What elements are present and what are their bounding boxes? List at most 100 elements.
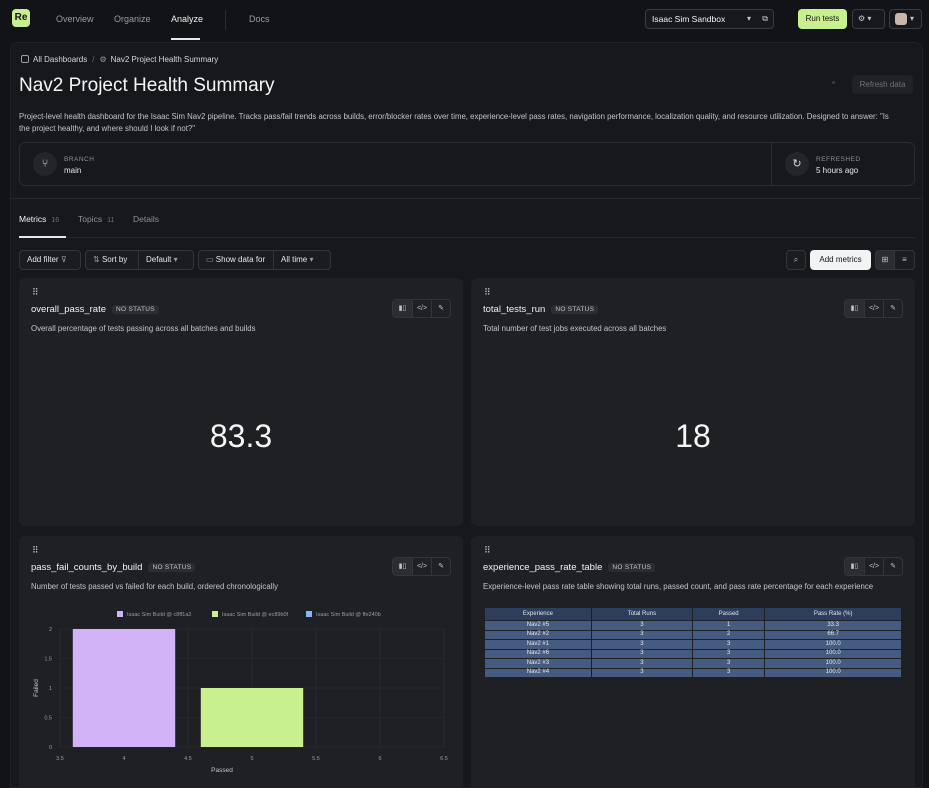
table-header: Pass Rate (%) bbox=[764, 607, 902, 621]
table-header: Total Runs bbox=[590, 607, 693, 621]
y-tick-label: 1 bbox=[49, 686, 52, 692]
tab-topics[interactable]: Topics 11 bbox=[78, 214, 114, 224]
legend-swatch bbox=[117, 611, 123, 617]
chart-view-icon[interactable]: ▮▯ bbox=[393, 300, 412, 317]
table-cell: 3 bbox=[691, 639, 766, 650]
chevron-down-icon: ▾ bbox=[309, 255, 314, 264]
x-tick-label: 3.5 bbox=[56, 756, 64, 762]
show-data-for-label: Show data for bbox=[215, 255, 266, 264]
app-logo[interactable]: Re bbox=[12, 9, 30, 27]
sort-by-button[interactable]: ⇅ Sort by bbox=[85, 250, 139, 270]
add-metrics-button[interactable]: Add metrics bbox=[810, 250, 871, 270]
metric-title: experience_pass_rate_table NO STATUS bbox=[483, 562, 656, 573]
search-icon: ⌕ bbox=[793, 255, 799, 264]
legend-label: Isaac Sim Build @ c8ff1a2 bbox=[127, 612, 192, 618]
code-icon[interactable]: </> bbox=[412, 300, 431, 317]
y-tick-label: 0.5 bbox=[44, 716, 52, 722]
add-filter-button[interactable]: Add filter ⊽ bbox=[19, 250, 81, 270]
card-toolbar: ▮▯ </> ✎ bbox=[844, 557, 903, 576]
status-badge: NO STATUS bbox=[112, 305, 159, 314]
table-row: Nav2 #6 3 3 100.0 bbox=[484, 648, 902, 659]
metric-value: 18 bbox=[675, 418, 711, 454]
info-divider bbox=[771, 143, 772, 185]
nav-analyze[interactable]: Analyze bbox=[171, 14, 204, 24]
code-icon[interactable]: </> bbox=[412, 558, 431, 575]
table-cell: 100.0 bbox=[764, 667, 902, 678]
grid-view-button[interactable]: ⊞ bbox=[875, 250, 895, 270]
table-cell: Nav2 #6 bbox=[484, 648, 592, 659]
table-cell: 1 bbox=[691, 620, 766, 631]
breadcrumb-root[interactable]: All Dashboards bbox=[33, 55, 88, 64]
show-data-for-button[interactable]: ▭ Show data for bbox=[198, 250, 274, 270]
user-menu-button[interactable]: ▾ bbox=[889, 9, 922, 29]
y-axis-label: Failed bbox=[33, 679, 40, 697]
y-tick-label: 0 bbox=[49, 745, 52, 751]
table-header-row: Experience Total Runs Passed Pass Rate (… bbox=[484, 607, 902, 621]
nav-organize[interactable]: Organize bbox=[114, 14, 151, 24]
drag-handle-icon[interactable]: ⠿ bbox=[484, 287, 491, 297]
sort-order-select[interactable]: Default ▾ bbox=[139, 250, 194, 270]
tab-details[interactable]: Details bbox=[133, 214, 159, 224]
time-range-value: All time bbox=[281, 255, 308, 264]
time-range-select[interactable]: All time ▾ bbox=[274, 250, 331, 270]
nav-overview[interactable]: Overview bbox=[56, 14, 94, 24]
table-row: Nav2 #2 3 2 66.7 bbox=[484, 629, 902, 640]
legend-item-1[interactable]: Isaac Sim Build @ c8ff1a2 bbox=[117, 611, 192, 618]
bar bbox=[200, 688, 304, 747]
refresh-icon: ↻ bbox=[785, 152, 809, 176]
breadcrumb-separator: / bbox=[92, 55, 95, 64]
y-tick-label: 1.5 bbox=[44, 657, 52, 663]
code-icon[interactable]: </> bbox=[864, 558, 883, 575]
dashboards-icon bbox=[21, 55, 29, 63]
refreshed-value: 5 hours ago bbox=[816, 166, 859, 175]
table-cell: 100.0 bbox=[764, 658, 902, 669]
table-cell: 3 bbox=[590, 658, 693, 669]
legend-item-3[interactable]: Isaac Sim Build @ ffe240b bbox=[306, 611, 381, 618]
legend-item-2[interactable]: Isaac Sim Build @ ec89b0f bbox=[212, 611, 288, 618]
branch-label: BRANCH bbox=[64, 156, 95, 163]
more-options-icon[interactable] bbox=[832, 81, 835, 84]
edit-icon[interactable]: ✎ bbox=[431, 300, 450, 317]
drag-handle-icon[interactable]: ⠿ bbox=[484, 545, 491, 555]
table-row: Nav2 #1 3 3 100.0 bbox=[484, 639, 902, 650]
chart-view-icon[interactable]: ▮▯ bbox=[845, 300, 864, 317]
metric-title-text: pass_fail_counts_by_build bbox=[31, 562, 143, 573]
table-cell: Nav2 #5 bbox=[484, 620, 592, 631]
drag-handle-icon[interactable]: ⠿ bbox=[32, 287, 39, 297]
project-select[interactable]: Isaac Sim Sandbox ▾ ⧉ bbox=[645, 9, 774, 29]
run-tests-button[interactable]: Run tests bbox=[798, 9, 847, 29]
list-view-button[interactable]: ≡ bbox=[895, 250, 915, 270]
edit-icon[interactable]: ✎ bbox=[883, 558, 902, 575]
chevron-down-icon: ▾ bbox=[910, 14, 915, 23]
table-cell: 66.7 bbox=[764, 629, 902, 640]
metric-card-experience-pass-rate: ⠿ experience_pass_rate_table NO STATUS ▮▯… bbox=[471, 536, 915, 788]
x-tick-label: 4.5 bbox=[184, 756, 192, 762]
refresh-data-button[interactable]: Refresh data bbox=[852, 75, 913, 94]
sort-by-label: Sort by bbox=[101, 255, 128, 264]
list-icon: ≡ bbox=[902, 255, 907, 264]
chart-view-icon[interactable]: ▮▯ bbox=[393, 558, 412, 575]
code-icon[interactable]: </> bbox=[864, 300, 883, 317]
edit-icon[interactable]: ✎ bbox=[883, 300, 902, 317]
nav-docs[interactable]: Docs bbox=[249, 14, 270, 24]
settings-menu-button[interactable]: ⚙ ▾ bbox=[852, 9, 885, 29]
drag-handle-icon[interactable]: ⠿ bbox=[32, 545, 39, 555]
chart-view-icon[interactable]: ▮▯ bbox=[845, 558, 864, 575]
search-button[interactable]: ⌕ bbox=[786, 250, 806, 270]
tab-active-indicator bbox=[19, 236, 66, 238]
page-title: Nav2 Project Health Summary bbox=[19, 75, 275, 96]
external-link-icon[interactable]: ⧉ bbox=[762, 14, 768, 23]
metric-title: pass_fail_counts_by_build NO STATUS bbox=[31, 562, 196, 573]
table-cell: 3 bbox=[590, 639, 693, 650]
x-tick-label: 4 bbox=[122, 756, 125, 762]
pass-fail-chart: 0 0.5 1 1.5 2 3.5 4 4.5 5 5.5 6 6.5 Passed Failed bbox=[33, 627, 448, 774]
tab-topics-label: Topics bbox=[78, 214, 103, 224]
metric-value: 83.3 bbox=[209, 418, 273, 454]
x-tick-label: 6.5 bbox=[440, 756, 448, 762]
table-row: Nav2 #4 3 3 100.0 bbox=[484, 667, 902, 678]
filter-icon: ⊽ bbox=[60, 255, 67, 264]
table-cell: 2 bbox=[691, 629, 766, 640]
edit-icon[interactable]: ✎ bbox=[431, 558, 450, 575]
metric-title-text: experience_pass_rate_table bbox=[483, 562, 603, 573]
tab-metrics[interactable]: Metrics 16 bbox=[19, 214, 59, 224]
